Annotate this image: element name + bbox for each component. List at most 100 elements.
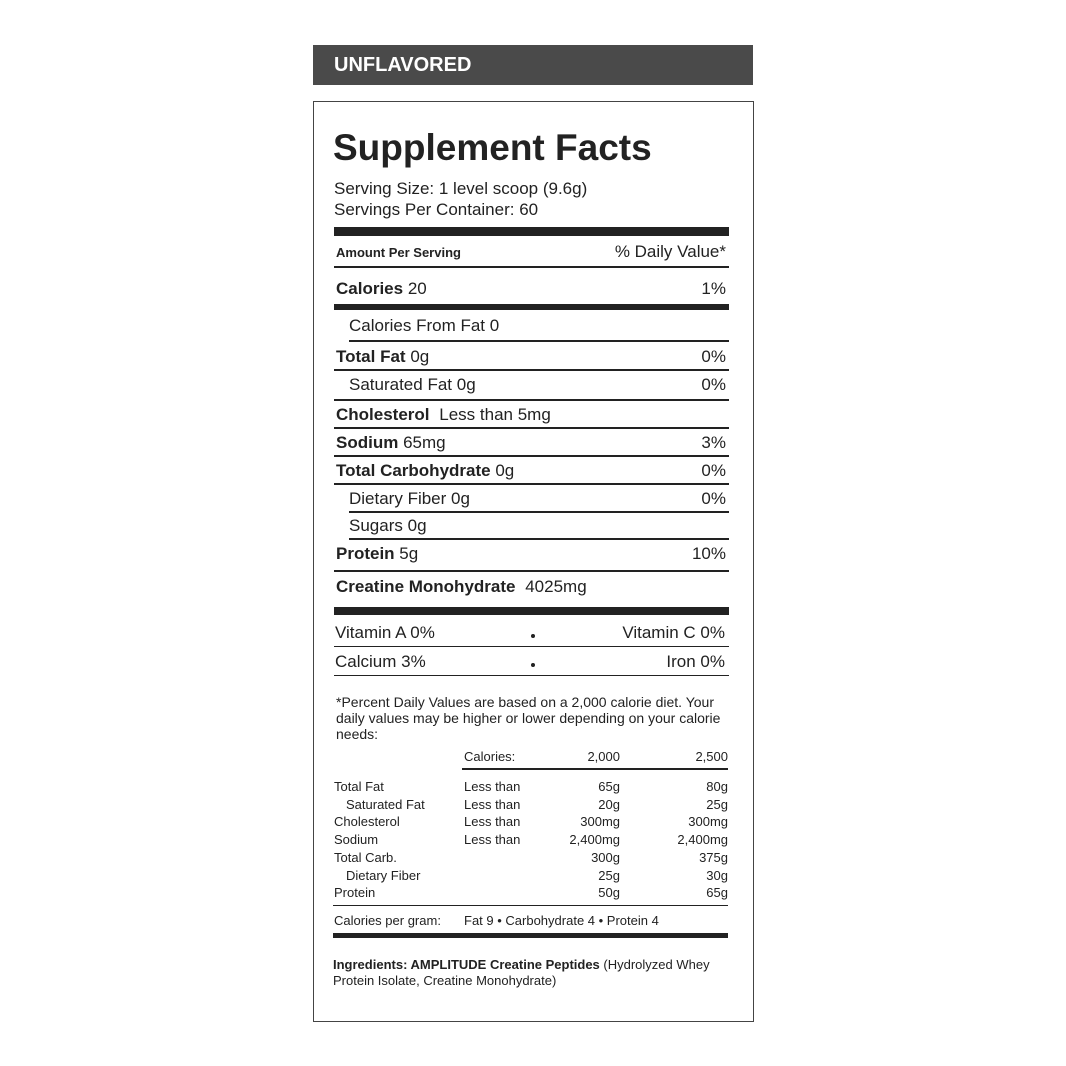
rule [334, 646, 729, 647]
thick-rule [334, 607, 729, 615]
nutrient-name: Sodium [336, 433, 399, 452]
rule [334, 483, 729, 485]
rule [349, 340, 729, 342]
footnote: *Percent Daily Values are based on a 2,0… [336, 694, 721, 742]
nutrient-row: Calories 20 [336, 280, 427, 297]
daily-value: 0% [701, 375, 726, 394]
rule [334, 570, 729, 572]
table-value: 2,400mg [569, 832, 620, 848]
nutrient-amount: 0g [410, 347, 430, 366]
nutrient-row: Sugars 0g [349, 517, 427, 534]
nutrient-amount: 4025mg [525, 577, 587, 596]
ingredients-rest: (Hydrolyzed Whey Protein Isolate, Creati… [333, 957, 710, 988]
table-name: Saturated Fat [346, 796, 425, 812]
table-limit: Less than [464, 832, 521, 848]
rule [334, 266, 729, 268]
rule [349, 538, 729, 540]
rule [334, 369, 729, 371]
table-header: 2,000 [587, 749, 620, 764]
servings-per-container: Servings Per Container: 60 [334, 200, 539, 219]
ingredients: Ingredients: AMPLITUDE Creatine Peptides… [333, 957, 713, 989]
nutrient-amount: 0g [456, 375, 476, 394]
rule [462, 768, 728, 770]
nutrient-amount: 0g [495, 461, 515, 480]
table-header: 2,500 [695, 749, 728, 764]
nutrient-amount: 0g [407, 516, 427, 535]
daily-value-header: % Daily Value* [614, 242, 726, 261]
table-value: 50g [598, 885, 620, 901]
nutrient-amount: 0 [489, 316, 500, 335]
rule [334, 399, 729, 401]
nutrient-amount: 20 [407, 279, 427, 298]
table-name: Total Carb. [334, 849, 397, 865]
nutrient-name: Calories From Fat [349, 316, 486, 335]
nutrient-name: Creatine Monohydrate [336, 577, 516, 596]
nutrient-name: Cholesterol [336, 405, 430, 424]
nutrient-row: Calories From Fat 0 [349, 317, 499, 334]
table-header: Calories: [464, 749, 516, 764]
vitamin-left: Calcium 3% [335, 652, 426, 671]
thick-rule [333, 933, 728, 938]
bullet [531, 663, 535, 667]
nutrient-row: Cholesterol Less than 5mg [336, 406, 551, 423]
nutrient-row: Sodium 65mg [336, 434, 446, 451]
header: UNFLAVORED [334, 54, 472, 76]
calories-per-gram-label: Calories per gram: [334, 913, 441, 928]
facts-box [313, 101, 754, 1022]
nutrient-row: Creatine Monohydrate 4025mg [336, 578, 587, 595]
vitamin-right: Iron 0% [666, 652, 725, 671]
thick-rule [334, 304, 729, 310]
nutrient-name: Total Fat [336, 347, 406, 366]
nutrient-row: Dietary Fiber 0g [349, 490, 470, 507]
table-value: 25g [598, 867, 620, 883]
nutrient-row: Saturated Fat 0g [349, 376, 476, 393]
vitamin-left: Vitamin A 0% [335, 623, 435, 642]
daily-value: 0% [701, 489, 726, 508]
ingredients-bold: Ingredients: AMPLITUDE Creatine Peptides [333, 957, 600, 972]
table-value: 300g [591, 849, 620, 865]
daily-value: 0% [701, 347, 726, 366]
vitamin-right: Vitamin C 0% [622, 623, 725, 642]
table-name: Sodium [334, 832, 379, 848]
calories-per-gram: Fat 9 • Carbohydrate 4 • Protein 4 [464, 913, 659, 928]
nutrient-amount: Less than 5mg [439, 405, 551, 424]
daily-value: 10% [691, 544, 726, 563]
table-limit: Less than [464, 779, 521, 794]
nutrient-name: Total Carbohydrate [336, 461, 491, 480]
nutrient-name: Saturated Fat [349, 375, 453, 394]
amount-per-serving: Amount Per Serving [336, 245, 461, 260]
table-name: Protein [334, 885, 376, 901]
thick-rule [334, 227, 729, 236]
nutrient-amount: 0g [451, 489, 470, 508]
title: Supplement Facts [333, 127, 652, 168]
table-value: 2,400mg [677, 832, 728, 848]
table-name: Cholesterol [334, 814, 400, 830]
rule [349, 511, 729, 513]
rule [334, 675, 729, 676]
bullet [531, 634, 535, 638]
rule [333, 905, 728, 906]
table-limit: Less than [464, 814, 521, 830]
daily-value: 1% [701, 279, 726, 298]
table-value: 65g [598, 779, 620, 794]
daily-value: 3% [701, 433, 726, 452]
serving-size: Serving Size: 1 level scoop (9.6g) [334, 179, 588, 198]
table-value: 375g [699, 849, 728, 865]
table-name: Total Fat [334, 779, 384, 794]
nutrient-row: Total Fat 0g [336, 348, 429, 365]
nutrient-amount: 65mg [403, 433, 446, 452]
nutrient-amount: 5g [399, 544, 419, 563]
table-limit: Less than [464, 796, 521, 812]
nutrient-name: Protein [336, 544, 395, 563]
nutrient-name: Calories [336, 279, 404, 298]
table-value: 80g [706, 779, 728, 794]
table-value: 300mg [688, 814, 728, 830]
header-bar [313, 45, 753, 85]
nutrient-name: Sugars [349, 516, 403, 535]
table-value: 65g [706, 885, 728, 901]
table-name: Dietary Fiber [346, 867, 421, 883]
table-value: 25g [706, 796, 728, 812]
table-value: 20g [598, 796, 620, 812]
